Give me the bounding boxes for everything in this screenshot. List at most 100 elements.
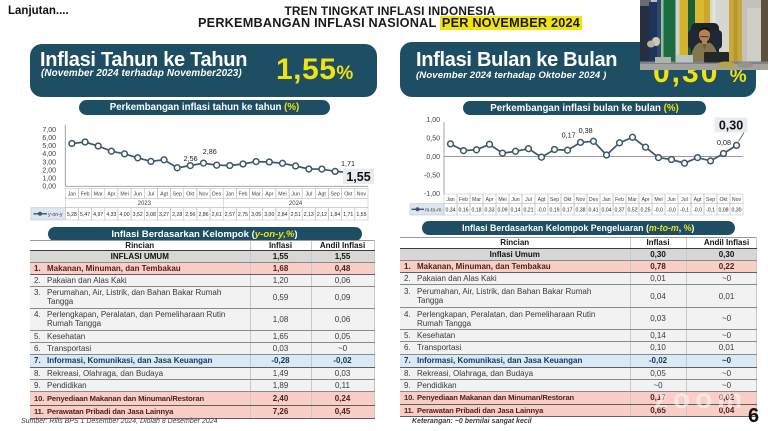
svg-text:3,05: 3,05 [251, 212, 261, 218]
svg-text:1,55: 1,55 [356, 212, 366, 218]
svg-text:-0,0: -0,0 [654, 207, 663, 213]
svg-text:1,71: 1,71 [343, 212, 353, 218]
svg-text:-1,00: -1,00 [424, 191, 440, 198]
svg-text:4,97: 4,97 [93, 212, 103, 218]
svg-text:Jul: Jul [148, 192, 155, 198]
svg-text:1,00: 1,00 [426, 117, 440, 124]
svg-text:2,84: 2,84 [277, 212, 287, 218]
svg-text:2,51: 2,51 [291, 212, 301, 218]
svg-text:Mei: Mei [120, 192, 128, 198]
svg-text:3,52: 3,52 [133, 212, 143, 218]
svg-text:0,17: 0,17 [562, 131, 576, 140]
svg-text:Feb: Feb [459, 197, 468, 203]
svg-text:zoom: zoom [654, 383, 747, 414]
svg-text:-0,1: -0,1 [706, 207, 715, 213]
svg-text:0,33: 0,33 [484, 207, 494, 213]
svg-text:0,00: 0,00 [42, 184, 56, 191]
svg-text:Jun: Jun [291, 192, 299, 198]
svg-text:2,61: 2,61 [212, 212, 222, 218]
svg-text:Okt: Okt [344, 192, 353, 198]
svg-text:-0,50: -0,50 [424, 172, 440, 179]
svg-text:Nov: Nov [732, 197, 742, 203]
svg-text:Des: Des [212, 192, 222, 198]
svg-text:0,30: 0,30 [731, 207, 741, 213]
svg-text:0,37: 0,37 [614, 207, 624, 213]
svg-text:Mei: Mei [498, 197, 506, 203]
svg-text:0,30: 0,30 [719, 119, 743, 133]
svg-text:4,00: 4,00 [42, 151, 56, 158]
svg-text:Apr: Apr [107, 192, 115, 198]
svg-text:0,00: 0,00 [426, 154, 440, 161]
svg-text:Jul: Jul [305, 192, 312, 198]
svg-text:2,00: 2,00 [42, 167, 56, 174]
svg-text:3,00: 3,00 [42, 159, 56, 166]
svg-text:2,12: 2,12 [317, 212, 327, 218]
svg-text:Nov: Nov [576, 197, 586, 203]
svg-text:3,00: 3,00 [264, 212, 274, 218]
svg-text:Feb: Feb [81, 192, 90, 198]
svg-text:0,14: 0,14 [510, 207, 520, 213]
svg-text:-0,0: -0,0 [667, 207, 676, 213]
svg-text:0,19: 0,19 [549, 207, 559, 213]
svg-text:-0,0: -0,0 [537, 207, 546, 213]
svg-text:7,00: 7,00 [42, 127, 56, 134]
svg-text:Jul: Jul [525, 197, 532, 203]
svg-text:2,57: 2,57 [225, 212, 235, 218]
svg-text:Jan: Jan [226, 192, 234, 198]
svg-text:-0,1: -0,1 [680, 207, 689, 213]
svg-text:2,56: 2,56 [184, 154, 198, 163]
svg-text:0,38: 0,38 [575, 207, 585, 213]
svg-text:Feb: Feb [615, 197, 624, 203]
svg-text:Apr: Apr [485, 197, 493, 203]
svg-text:Mei: Mei [654, 197, 662, 203]
svg-text:Jan: Jan [68, 192, 76, 198]
svg-text:Okt: Okt [719, 197, 728, 203]
svg-text:Okt: Okt [563, 197, 572, 203]
svg-text:2023: 2023 [138, 201, 152, 207]
svg-text:Sep: Sep [706, 197, 715, 203]
svg-text:0,38: 0,38 [579, 126, 593, 135]
svg-text:1,55: 1,55 [346, 170, 370, 184]
svg-text:-0,0: -0,0 [693, 207, 702, 213]
svg-text:0,16: 0,16 [458, 207, 468, 213]
svg-text:Okt: Okt [186, 192, 195, 198]
svg-text:5,00: 5,00 [42, 143, 56, 150]
svg-text:1,84: 1,84 [330, 212, 340, 218]
svg-text:2,13: 2,13 [304, 212, 314, 218]
svg-text:Sep: Sep [173, 192, 182, 198]
svg-text:0,09: 0,09 [497, 207, 507, 213]
svg-text:Agt: Agt [160, 192, 168, 198]
svg-text:6,00: 6,00 [42, 135, 56, 142]
svg-text:Mar: Mar [472, 197, 481, 203]
svg-text:Nov: Nov [199, 192, 209, 198]
svg-text:Jun: Jun [511, 197, 519, 203]
svg-text:4,00: 4,00 [119, 212, 129, 218]
svg-text:5,28: 5,28 [67, 212, 77, 218]
svg-text:2,86: 2,86 [198, 212, 208, 218]
svg-text:Apr: Apr [265, 192, 273, 198]
svg-text:2,56: 2,56 [185, 212, 195, 218]
svg-text:Feb: Feb [239, 192, 248, 198]
svg-text:2024: 2024 [289, 201, 303, 207]
svg-text:0,25: 0,25 [640, 207, 650, 213]
svg-text:Agt: Agt [538, 197, 546, 203]
svg-text:2,75: 2,75 [238, 212, 248, 218]
svg-text:Mar: Mar [628, 197, 637, 203]
svg-text:Jun: Jun [667, 197, 675, 203]
svg-text:Jul: Jul [681, 197, 688, 203]
svg-text:Mar: Mar [252, 192, 261, 198]
svg-text:0,41: 0,41 [588, 207, 598, 213]
svg-text:5,47: 5,47 [80, 212, 90, 218]
svg-text:2,28: 2,28 [172, 212, 182, 218]
svg-text:Agt: Agt [694, 197, 702, 203]
svg-text:Mei: Mei [278, 192, 286, 198]
svg-text:4,33: 4,33 [106, 212, 116, 218]
svg-text:Apr: Apr [641, 197, 649, 203]
svg-text:Des: Des [589, 197, 599, 203]
svg-text:Jun: Jun [134, 192, 142, 198]
svg-text:0,17: 0,17 [562, 207, 572, 213]
svg-text:0,52: 0,52 [627, 207, 637, 213]
svg-text:Jan: Jan [602, 197, 610, 203]
svg-text:0,08: 0,08 [718, 207, 728, 213]
svg-text:m-to-m: m-to-m [425, 207, 441, 213]
